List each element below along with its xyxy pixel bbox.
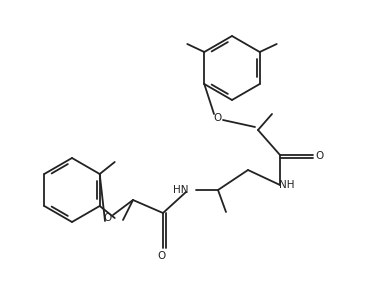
Text: O: O: [104, 213, 112, 223]
Text: O: O: [214, 113, 222, 123]
Text: O: O: [157, 251, 165, 261]
Text: NH: NH: [279, 180, 295, 190]
Text: O: O: [316, 151, 324, 161]
Text: HN: HN: [173, 185, 189, 195]
